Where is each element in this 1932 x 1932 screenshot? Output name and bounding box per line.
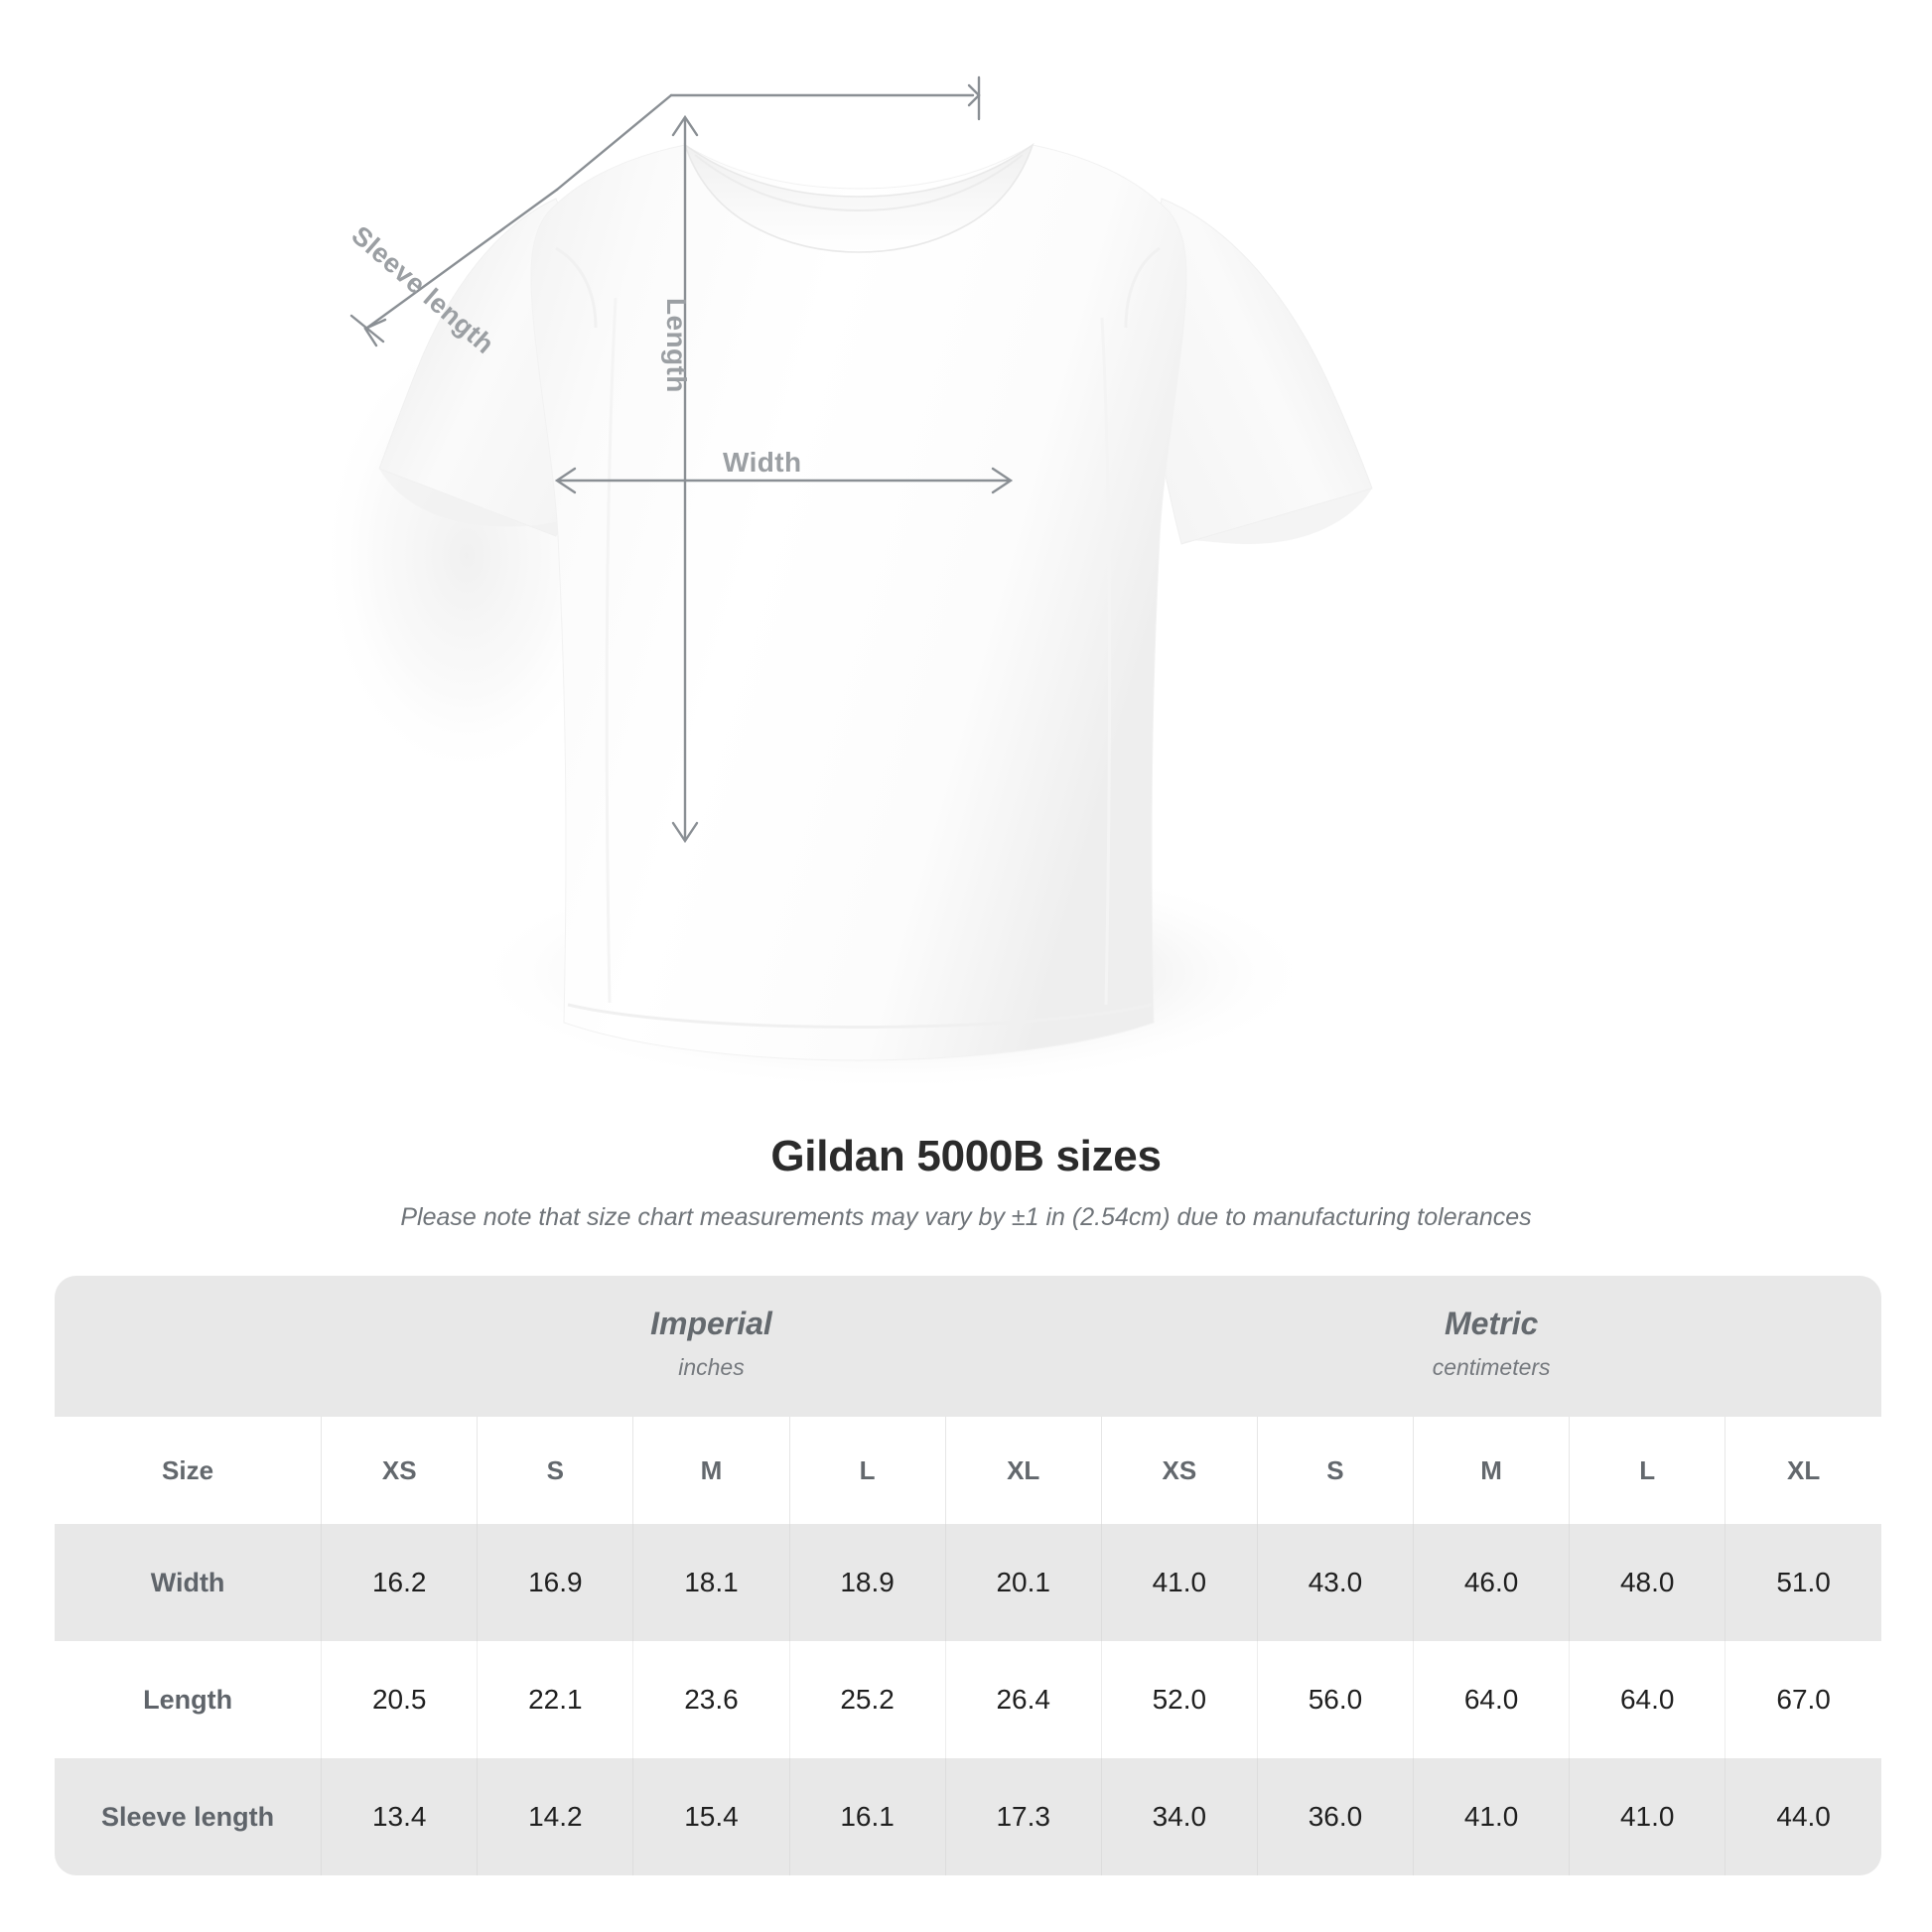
cell-length-imperial-xs: 20.5 — [321, 1641, 478, 1758]
unit-name-metric: Metric — [1445, 1306, 1539, 1341]
hem-seam — [567, 1003, 1153, 1029]
cell-width-imperial-l: 18.9 — [788, 1524, 946, 1641]
unit-header-row: Imperial inches Metric centimeters — [55, 1276, 1881, 1417]
column-header-imperial-s: S — [477, 1417, 633, 1524]
cell-width-imperial-xl: 20.1 — [944, 1524, 1102, 1641]
cell-sleeve-metric-m: 41.0 — [1413, 1758, 1570, 1875]
unit-header-spacer — [55, 1276, 322, 1417]
column-header-imperial-l: L — [788, 1417, 946, 1524]
row-label-length: Length — [55, 1641, 322, 1758]
cell-width-metric-xs: 41.0 — [1100, 1524, 1258, 1641]
table-row: Sleeve length 13.4 14.2 15.4 16.1 17.3 3… — [55, 1758, 1881, 1875]
column-header-imperial-xs: XS — [321, 1417, 478, 1524]
cell-length-metric-l: 64.0 — [1569, 1641, 1725, 1758]
cell-width-imperial-xs: 16.2 — [321, 1524, 478, 1641]
length-arrowhead-bottom — [671, 821, 699, 844]
cell-length-imperial-m: 23.6 — [632, 1641, 790, 1758]
unit-name-imperial: Imperial — [650, 1306, 772, 1341]
unit-sub-imperial: inches — [678, 1354, 745, 1380]
cell-sleeve-imperial-xl: 17.3 — [944, 1758, 1102, 1875]
cell-sleeve-imperial-xs: 13.4 — [321, 1758, 478, 1875]
width-annotation-label: Width — [723, 447, 802, 478]
unit-header-imperial: Imperial inches — [321, 1276, 1102, 1417]
unit-header-metric: Metric centimeters — [1101, 1276, 1881, 1417]
cell-length-imperial-l: 25.2 — [788, 1641, 946, 1758]
cell-sleeve-imperial-l: 16.1 — [788, 1758, 946, 1875]
cell-width-metric-m: 46.0 — [1413, 1524, 1570, 1641]
cell-length-metric-s: 56.0 — [1256, 1641, 1414, 1758]
cell-length-metric-xl: 67.0 — [1725, 1641, 1881, 1758]
table-row: Length 20.5 22.1 23.6 25.2 26.4 52.0 56.… — [55, 1641, 1881, 1758]
fold-left — [605, 297, 618, 1004]
column-header-metric-l: L — [1569, 1417, 1725, 1524]
size-header-row: Size XS S M L XL XS S M L XL — [55, 1417, 1881, 1524]
fold-right — [1100, 317, 1111, 1006]
cell-sleeve-imperial-s: 14.2 — [477, 1758, 633, 1875]
sleeve-diagonal-line — [365, 188, 559, 330]
table-row: Width 16.2 16.9 18.1 18.9 20.1 41.0 43.0… — [55, 1524, 1881, 1641]
size-table: Imperial inches Metric centimeters Size … — [55, 1276, 1881, 1875]
cell-width-imperial-s: 16.9 — [477, 1524, 633, 1641]
shirt-body — [530, 144, 1187, 1061]
sleeve-arrowhead-left — [363, 318, 387, 347]
cell-sleeve-metric-xs: 34.0 — [1100, 1758, 1258, 1875]
column-header-size: Size — [55, 1417, 322, 1524]
cell-sleeve-metric-l: 41.0 — [1569, 1758, 1725, 1875]
cell-sleeve-imperial-m: 15.4 — [632, 1758, 790, 1875]
column-header-imperial-m: M — [632, 1417, 790, 1524]
right-cuff — [1181, 488, 1372, 544]
tshirt-illustration: Sleeve length Length Width — [318, 75, 1373, 1092]
page-title: Gildan 5000B sizes — [770, 1132, 1162, 1180]
tolerance-note: Please note that size chart measurements… — [400, 1203, 1532, 1231]
cell-length-metric-xs: 52.0 — [1100, 1641, 1258, 1758]
tshirt-svg — [318, 75, 1373, 1092]
cell-length-imperial-xl: 26.4 — [944, 1641, 1102, 1758]
left-shoulder-seam — [555, 246, 598, 329]
row-label-width: Width — [55, 1524, 322, 1641]
cell-width-metric-xl: 51.0 — [1725, 1524, 1881, 1641]
cell-length-imperial-s: 22.1 — [477, 1641, 633, 1758]
cell-length-metric-m: 64.0 — [1413, 1641, 1570, 1758]
unit-sub-metric: centimeters — [1432, 1354, 1551, 1380]
sleeve-left-tick — [349, 314, 385, 344]
cell-sleeve-metric-xl: 44.0 — [1725, 1758, 1881, 1875]
right-shoulder-seam — [1124, 246, 1161, 329]
column-header-metric-s: S — [1256, 1417, 1414, 1524]
cell-sleeve-metric-s: 36.0 — [1256, 1758, 1414, 1875]
title-block: Gildan 5000B sizes Please note that size… — [0, 1132, 1932, 1232]
size-table-container: Imperial inches Metric centimeters Size … — [55, 1276, 1881, 1875]
collar-inner-seam — [694, 154, 1024, 212]
width-arrowhead-right — [991, 467, 1014, 494]
length-annotation-label: Length — [661, 298, 692, 393]
row-label-sleeve-length: Sleeve length — [55, 1758, 322, 1875]
width-arrowhead-left — [554, 467, 577, 494]
measurement-lines — [349, 75, 1014, 844]
sleeve-top-bend — [555, 93, 673, 192]
length-arrowhead-top — [671, 114, 699, 137]
column-header-metric-m: M — [1413, 1417, 1570, 1524]
collar — [683, 142, 1035, 253]
cell-width-metric-l: 48.0 — [1569, 1524, 1725, 1641]
column-header-metric-xs: XS — [1100, 1417, 1258, 1524]
cell-width-metric-s: 43.0 — [1256, 1524, 1414, 1641]
column-header-metric-xl: XL — [1725, 1417, 1881, 1524]
cell-width-imperial-m: 18.1 — [632, 1524, 790, 1641]
column-header-imperial-xl: XL — [944, 1417, 1102, 1524]
